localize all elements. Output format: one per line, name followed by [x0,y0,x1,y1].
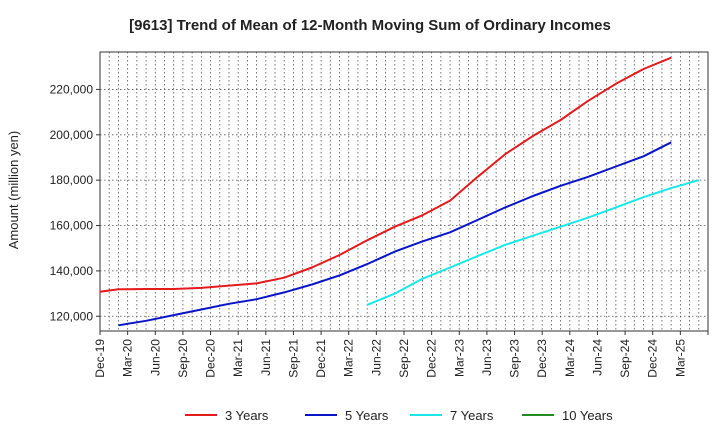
x-tick-label: Sep-24 [618,339,632,378]
x-tick-label: Jun-24 [590,339,604,376]
x-tick-label: Dec-23 [535,339,549,378]
x-axis-ticks: Dec-19 Mar-20 Jun-20 Sep-20 Dec-20 Mar-21 Jun-… [93,331,709,378]
y-tick-label: 200,000 [50,128,94,142]
series-line-7-years [366,179,700,306]
x-tick-label: Mar-21 [231,339,245,377]
x-tick-label: Dec-19 [93,339,107,378]
x-tick-label: Jun-23 [480,339,494,376]
legend-label: 10 Years [562,408,613,423]
series-line-5-years [118,141,672,327]
x-tick-label: Sep-23 [508,339,522,378]
legend-label: 7 Years [450,408,494,423]
x-tick-label: Mar-22 [342,339,356,377]
x-tick-label: Jun-21 [259,339,273,376]
x-tick-label: Jun-22 [369,339,383,376]
legend: 3 Years 5 Years 7 Years 10 Years [185,408,613,423]
legend-label: 3 Years [225,408,269,423]
x-tick-label: Mar-20 [121,339,135,377]
y-tick-label: 120,000 [50,309,94,323]
y-axis-label: Amount (million yen) [6,131,21,250]
x-tick-label: Mar-23 [452,339,466,377]
series-lines [99,56,700,327]
x-tick-label: Dec-22 [425,339,439,378]
y-tick-label: 220,000 [50,82,94,96]
x-tick-label: Jun-20 [148,339,162,376]
y-tick-label: 160,000 [50,219,94,233]
y-tick-label: 140,000 [50,264,94,278]
y-tick-label: 180,000 [50,173,94,187]
x-tick-label: Sep-20 [176,339,190,378]
x-tick-label: Mar-24 [563,339,577,377]
x-tick-label: Sep-22 [397,339,411,378]
x-tick-label: Sep-21 [286,339,300,378]
legend-label: 5 Years [345,408,389,423]
x-tick-label: Dec-20 [204,339,218,378]
x-tick-label: Mar-25 [673,339,687,377]
x-tick-label: Dec-21 [314,339,328,378]
x-tick-label: Dec-24 [646,339,660,378]
y-axis-ticks: 120,000 140,000 160,000 180,000 200,000 220,0… [50,82,100,323]
chart-title: [9613] Trend of Mean of 12-Month Moving … [129,17,611,34]
series-line-3-years [99,56,672,293]
